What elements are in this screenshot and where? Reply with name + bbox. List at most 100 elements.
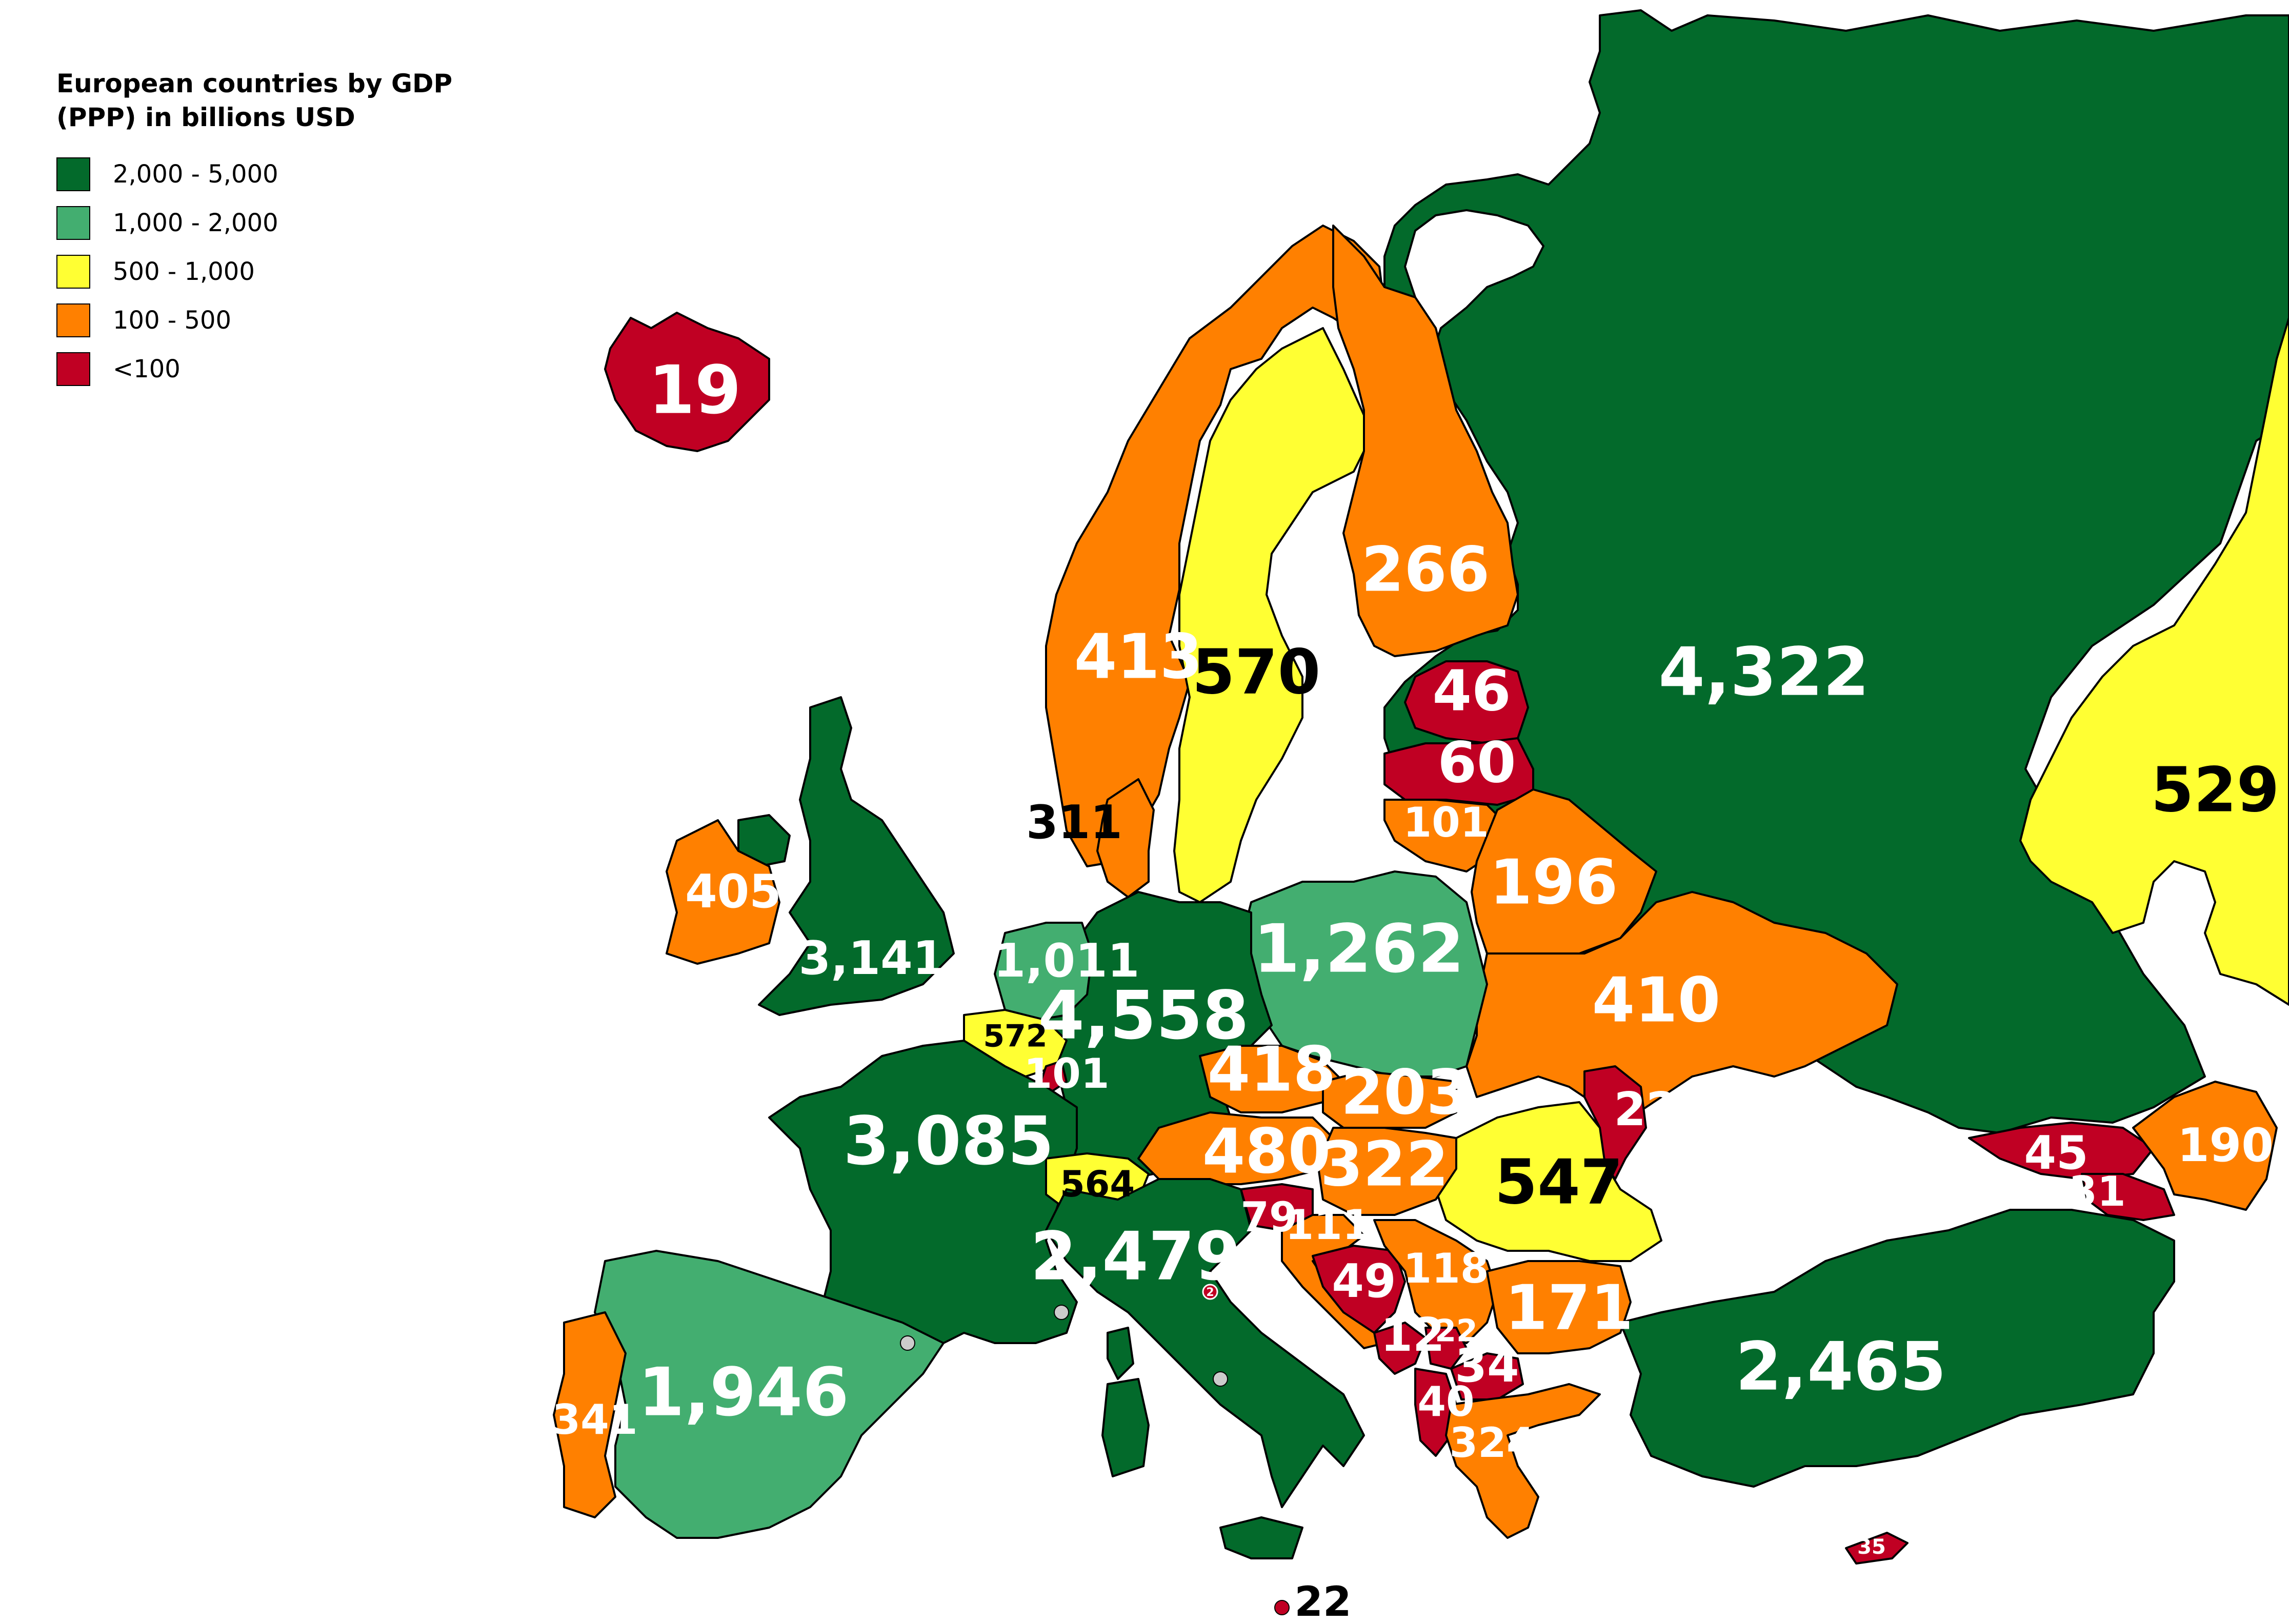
value-slovakia: 203 (1341, 1058, 1470, 1129)
value-turkey: 2,465 (1735, 1328, 1946, 1406)
value-sweden: 570 (1192, 637, 1321, 708)
value-malta: 22 (1294, 1578, 1351, 1624)
legend-item: 500 - 1,000 (56, 247, 508, 296)
value-azerbaijan: 190 (2177, 1119, 2274, 1172)
value-switzerland: 564 (1060, 1163, 1135, 1205)
value-portugal: 341 (552, 1396, 638, 1444)
value-iceland: 19 (649, 351, 741, 429)
legend-item: 2,000 - 5,000 (56, 150, 508, 198)
value-kazakhstan: 529 (2151, 755, 2280, 826)
value-armenia: 31 (2069, 1168, 2125, 1215)
legend-item: <100 (56, 344, 508, 393)
region-iceland (604, 312, 770, 452)
value-estonia: 46 (1432, 658, 1511, 723)
region-bulgaria (1486, 1260, 1632, 1354)
region-portugal (553, 1311, 627, 1518)
value-san-marino: 2 (1206, 1286, 1214, 1299)
value-bulgaria: 171 (1505, 1273, 1634, 1344)
value-ireland: 405 (685, 865, 781, 919)
region-kazakhstan (2019, 317, 2289, 1006)
legend-item: 1,000 - 2,000 (56, 198, 508, 247)
legend-title: European countries by GDP (PPP) in billi… (56, 69, 453, 132)
value-georgia: 45 (2024, 1126, 2088, 1180)
region-montenegro (1373, 1322, 1427, 1375)
region-uk (758, 696, 955, 1016)
region-spain (594, 1250, 945, 1539)
value-lithuania: 101 (1403, 799, 1489, 846)
region-slovakia (1322, 1070, 1457, 1129)
value-netherlands: 1,011 (994, 934, 1140, 988)
legend-swatch (56, 303, 90, 337)
region-sweden (1173, 327, 1365, 903)
value-spain: 1,946 (638, 1353, 849, 1431)
region-luxembourg (1040, 1060, 1068, 1093)
value-greece: 324 (1450, 1419, 1535, 1467)
value-kosovo: 22 (1435, 1313, 1478, 1349)
value-slovenia: 79 (1240, 1193, 1297, 1241)
region-bosnia (1312, 1245, 1406, 1334)
region-finland (1332, 225, 1519, 657)
legend-label: 2,000 - 5,000 (113, 159, 278, 189)
region-cyprus (1845, 1532, 1909, 1565)
legend-label: <100 (113, 354, 180, 383)
region-hungary (1317, 1127, 1457, 1216)
region-kosovo (1424, 1327, 1468, 1370)
region-italy (1045, 1178, 1365, 1508)
value-finland: 266 (1361, 535, 1490, 606)
region-france-corsica (1107, 1327, 1134, 1380)
region-serbia (1373, 1219, 1498, 1344)
region-denmark (1096, 778, 1155, 898)
value-belarus: 196 (1490, 847, 1618, 919)
region-azerbaijan (2132, 1081, 2278, 1211)
san-marino-dot (1202, 1284, 1218, 1300)
value-norway: 413 (1074, 622, 1203, 693)
region-italy-sardinia (1101, 1378, 1150, 1477)
legend-swatch (56, 206, 90, 240)
map-legend: European countries by GDP (PPP) in billi… (56, 67, 508, 393)
monaco-dot (1054, 1305, 1069, 1320)
region-netherlands (994, 922, 1093, 1021)
value-hungary: 322 (1320, 1129, 1449, 1201)
malta-dot (1274, 1600, 1290, 1615)
legend-swatch (56, 352, 90, 386)
value-montenegro: 12 (1380, 1308, 1444, 1362)
legend-label: 100 - 500 (113, 306, 232, 335)
region-france (768, 1040, 1078, 1354)
value-north-macedonia: 34 (1455, 1339, 1519, 1393)
value-albania: 40 (1417, 1378, 1474, 1426)
value-cyprus: 35 (1857, 1535, 1886, 1559)
value-bosnia: 49 (1332, 1254, 1396, 1308)
value-romania: 547 (1495, 1147, 1623, 1219)
value-moldova: 22 (1614, 1083, 1678, 1136)
value-denmark: 311 (1026, 796, 1122, 849)
value-uk: 3,141 (799, 931, 945, 985)
value-ukraine: 410 (1592, 965, 1721, 1037)
value-luxembourg: 101 (1024, 1050, 1110, 1098)
region-armenia (2081, 1173, 2175, 1221)
value-serbia: 118 (1403, 1245, 1489, 1292)
region-ireland (666, 819, 780, 965)
legend-swatch (56, 157, 90, 191)
region-romania (1435, 1101, 1662, 1262)
legend-swatch (56, 254, 90, 289)
region-north-macedonia (1450, 1352, 1524, 1400)
legend-label: 500 - 1,000 (113, 257, 255, 286)
region-austria (1137, 1111, 1334, 1185)
value-france: 3,085 (843, 1102, 1054, 1180)
region-turkey (1619, 1209, 2175, 1488)
region-greece (1445, 1383, 1601, 1539)
region-georgia (1968, 1122, 2155, 1180)
value-poland: 1,262 (1253, 910, 1464, 988)
region-italy-sicily (1219, 1516, 1303, 1559)
value-austria: 480 (1202, 1116, 1331, 1188)
andorra-dot (900, 1335, 915, 1351)
legend-item: 100 - 500 (56, 296, 508, 344)
value-russia: 4,322 (1658, 633, 1869, 711)
vatican-dot (1213, 1371, 1228, 1387)
value-belgium: 572 (983, 1019, 1047, 1054)
region-ukraine (1465, 891, 1898, 1119)
region-norway (1045, 225, 1386, 867)
value-czechia: 418 (1208, 1034, 1336, 1106)
value-italy: 2,479 (1030, 1217, 1241, 1295)
